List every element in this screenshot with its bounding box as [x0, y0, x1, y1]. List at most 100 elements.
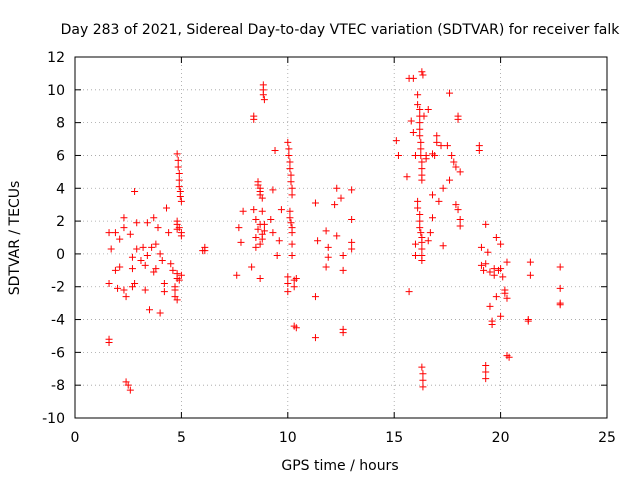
- data-point: [418, 165, 426, 173]
- data-point: [424, 237, 432, 245]
- data-point: [416, 217, 424, 225]
- data-point: [314, 237, 322, 245]
- data-point: [407, 117, 415, 125]
- data-point: [418, 176, 426, 184]
- data-point: [252, 234, 260, 241]
- data-point: [105, 229, 113, 237]
- data-point: [439, 184, 447, 192]
- data-point: [131, 279, 139, 287]
- data-point: [141, 261, 149, 269]
- x-tick-label: 0: [71, 430, 80, 446]
- x-axis-label: GPS time / hours: [281, 458, 398, 474]
- data-point: [273, 252, 281, 260]
- data-point: [111, 229, 119, 237]
- data-point: [322, 263, 330, 271]
- data-point: [286, 214, 294, 222]
- data-point: [439, 242, 447, 250]
- data-point: [133, 219, 141, 227]
- data-point: [111, 266, 119, 274]
- data-point: [177, 197, 185, 205]
- y-axis-label: SDTVAR / TECUs: [7, 181, 23, 296]
- data-point: [556, 284, 564, 292]
- data-point: [116, 235, 124, 243]
- data-point: [177, 271, 185, 279]
- data-point: [456, 168, 464, 176]
- data-point: [287, 219, 295, 227]
- data-point: [260, 96, 268, 104]
- data-point: [174, 156, 182, 164]
- data-point: [409, 74, 417, 82]
- data-point: [526, 271, 534, 279]
- data-point: [275, 237, 283, 245]
- data-point: [482, 375, 490, 383]
- data-point: [414, 101, 422, 109]
- data-point: [285, 145, 293, 153]
- data-point: [260, 227, 268, 235]
- data-point: [497, 312, 505, 320]
- data-point: [422, 151, 430, 159]
- data-point: [175, 276, 183, 284]
- data-point: [284, 288, 292, 296]
- data-point: [154, 224, 162, 232]
- data-point: [148, 243, 156, 251]
- data-point: [490, 271, 498, 279]
- data-point: [482, 260, 490, 268]
- data-point: [248, 263, 256, 271]
- data-point: [175, 183, 183, 191]
- data-point: [256, 275, 264, 283]
- data-point: [120, 224, 128, 232]
- data-point: [446, 89, 454, 97]
- data-point: [137, 256, 145, 264]
- data-point: [311, 293, 319, 301]
- data-point: [311, 334, 319, 342]
- data-point: [152, 240, 160, 248]
- data-point: [411, 252, 419, 260]
- data-point: [497, 265, 505, 273]
- data-point: [252, 215, 260, 223]
- data-point: [414, 197, 422, 205]
- y-tick-label: 6: [56, 148, 65, 164]
- data-point: [160, 288, 168, 296]
- data-point: [173, 150, 181, 158]
- data-point: [175, 224, 183, 232]
- data-point: [435, 197, 443, 205]
- data-point: [126, 386, 134, 394]
- data-point: [120, 214, 128, 222]
- y-tick-label: 2: [56, 214, 65, 230]
- data-point: [171, 283, 179, 291]
- data-point: [252, 243, 260, 251]
- data-point: [418, 363, 426, 371]
- data-point: [405, 288, 413, 296]
- data-point: [324, 253, 332, 261]
- data-point: [454, 115, 462, 123]
- data-point: [348, 186, 356, 194]
- data-point: [259, 91, 267, 99]
- data-point: [339, 266, 347, 274]
- data-point: [448, 151, 456, 159]
- data-point: [331, 201, 339, 209]
- data-point: [175, 170, 183, 178]
- data-point: [416, 132, 424, 140]
- data-point: [284, 279, 292, 287]
- data-point: [158, 256, 166, 264]
- data-point: [250, 206, 258, 214]
- data-point: [288, 229, 296, 237]
- data-point: [177, 232, 185, 240]
- data-point: [250, 115, 258, 123]
- data-point: [267, 215, 275, 223]
- data-point: [480, 266, 488, 274]
- x-tick-label: 10: [279, 430, 297, 446]
- data-point: [126, 230, 134, 238]
- data-point: [394, 151, 402, 159]
- data-point: [337, 194, 345, 202]
- data-point: [524, 317, 532, 325]
- data-point: [128, 265, 136, 273]
- data-point: [414, 204, 422, 212]
- y-tick-label: 4: [56, 181, 65, 197]
- data-point: [492, 293, 500, 301]
- data-point: [258, 194, 266, 202]
- data-point: [419, 383, 427, 391]
- x-tick-label: 5: [177, 430, 186, 446]
- data-point: [392, 137, 400, 145]
